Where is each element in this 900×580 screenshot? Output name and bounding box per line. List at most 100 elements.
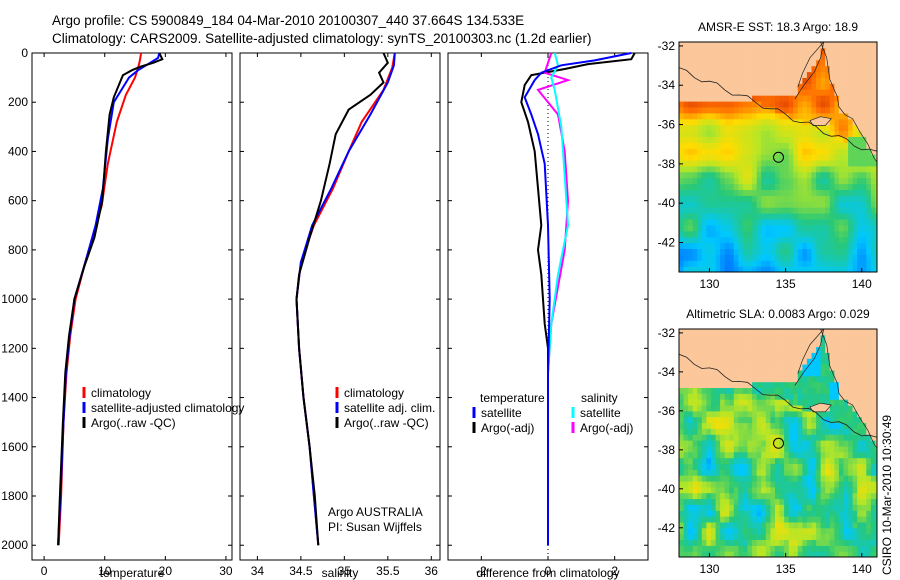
map-cell xyxy=(857,375,863,383)
map-cell xyxy=(720,527,726,535)
map-cell xyxy=(861,527,867,535)
y-tick-label: 200 xyxy=(8,95,28,109)
map-cell xyxy=(866,130,872,137)
map-cell xyxy=(838,387,845,394)
map-cell xyxy=(724,183,730,190)
map-cell xyxy=(701,148,707,155)
map-cell xyxy=(838,551,845,557)
map-cell xyxy=(770,124,776,132)
map-cell xyxy=(870,504,877,511)
map-cell xyxy=(875,428,877,435)
map-cell xyxy=(688,165,694,173)
map-cell xyxy=(697,381,703,388)
map-cell xyxy=(770,451,776,459)
map-cell xyxy=(866,53,872,61)
map-cell xyxy=(770,213,776,220)
map-cell xyxy=(866,364,872,371)
map-cell xyxy=(701,521,707,529)
map-cell xyxy=(866,498,872,505)
map-cell xyxy=(852,375,858,383)
map-cell xyxy=(775,47,781,55)
map-cell xyxy=(688,539,694,546)
map-cell xyxy=(752,463,758,470)
map-cell xyxy=(775,422,781,429)
map-cell xyxy=(720,434,726,441)
map-cell xyxy=(770,551,776,557)
map-cell xyxy=(743,393,749,400)
map-cell xyxy=(788,352,794,359)
map-cell xyxy=(743,59,749,67)
map-cell xyxy=(711,510,717,517)
map-cell xyxy=(706,469,712,476)
map-cell xyxy=(788,381,794,388)
y-tick-label: -40 xyxy=(658,482,676,496)
map-cell xyxy=(857,236,863,244)
map-cell xyxy=(825,393,831,400)
map-cell xyxy=(743,248,749,255)
map-cell xyxy=(683,504,689,511)
map-cell xyxy=(788,130,794,137)
shelf-contour xyxy=(679,353,877,438)
map-cell xyxy=(706,434,712,441)
map-cell xyxy=(775,53,781,61)
series-line-climatology xyxy=(57,52,143,546)
x-tick-label: 10 xyxy=(98,564,112,578)
map-cell xyxy=(697,521,703,529)
map-cell xyxy=(834,393,840,400)
map-cell xyxy=(701,504,707,511)
map-cell xyxy=(720,207,726,214)
map-cell xyxy=(825,112,831,120)
map-cell xyxy=(738,434,744,441)
map-cell xyxy=(770,101,776,108)
map-cell xyxy=(825,207,831,214)
map-frame xyxy=(678,328,878,558)
map-cell xyxy=(743,481,749,488)
map-cell xyxy=(793,189,799,196)
map-cell xyxy=(692,422,698,429)
map-cell xyxy=(866,445,872,453)
series-line-argo-adj--temperature xyxy=(520,52,636,546)
map-cell xyxy=(747,375,753,383)
map-cell xyxy=(816,375,822,383)
map-cell xyxy=(711,481,717,488)
map-cell xyxy=(857,242,863,249)
map-cell xyxy=(857,405,863,412)
map-cell xyxy=(843,42,849,49)
map-cell xyxy=(765,329,771,336)
map-cell xyxy=(829,486,835,494)
map-cell xyxy=(688,422,694,429)
map-cell xyxy=(761,551,767,557)
map-cell xyxy=(857,521,863,529)
map-cell xyxy=(715,527,721,535)
map-cell xyxy=(852,399,858,406)
map-cell xyxy=(724,457,730,464)
map-cell xyxy=(834,77,840,84)
map-cell xyxy=(706,53,712,61)
map-cell xyxy=(679,77,685,84)
map-cell xyxy=(752,112,758,120)
map-cell xyxy=(761,112,767,120)
map-cell xyxy=(706,375,712,383)
map-cell xyxy=(701,207,707,214)
map-cell xyxy=(775,340,781,348)
map-cell xyxy=(752,405,758,412)
map-cell xyxy=(729,59,735,67)
map-cell xyxy=(711,142,717,149)
map-cell xyxy=(820,65,826,73)
y-tick-label: -40 xyxy=(658,196,676,210)
map-cell xyxy=(843,201,849,208)
map-cell xyxy=(683,65,689,73)
map-cell xyxy=(752,95,758,102)
map-cell xyxy=(779,416,785,424)
map-cell xyxy=(679,71,685,78)
map-cell xyxy=(756,106,762,114)
map-cell xyxy=(775,516,781,523)
map-cell xyxy=(752,201,758,208)
map-cell xyxy=(724,71,730,78)
map-cell xyxy=(816,486,822,494)
map-cell xyxy=(797,118,803,126)
map-cell xyxy=(761,47,767,55)
map-cell xyxy=(756,71,762,78)
map-cell xyxy=(816,159,822,167)
map-cell xyxy=(701,364,707,371)
